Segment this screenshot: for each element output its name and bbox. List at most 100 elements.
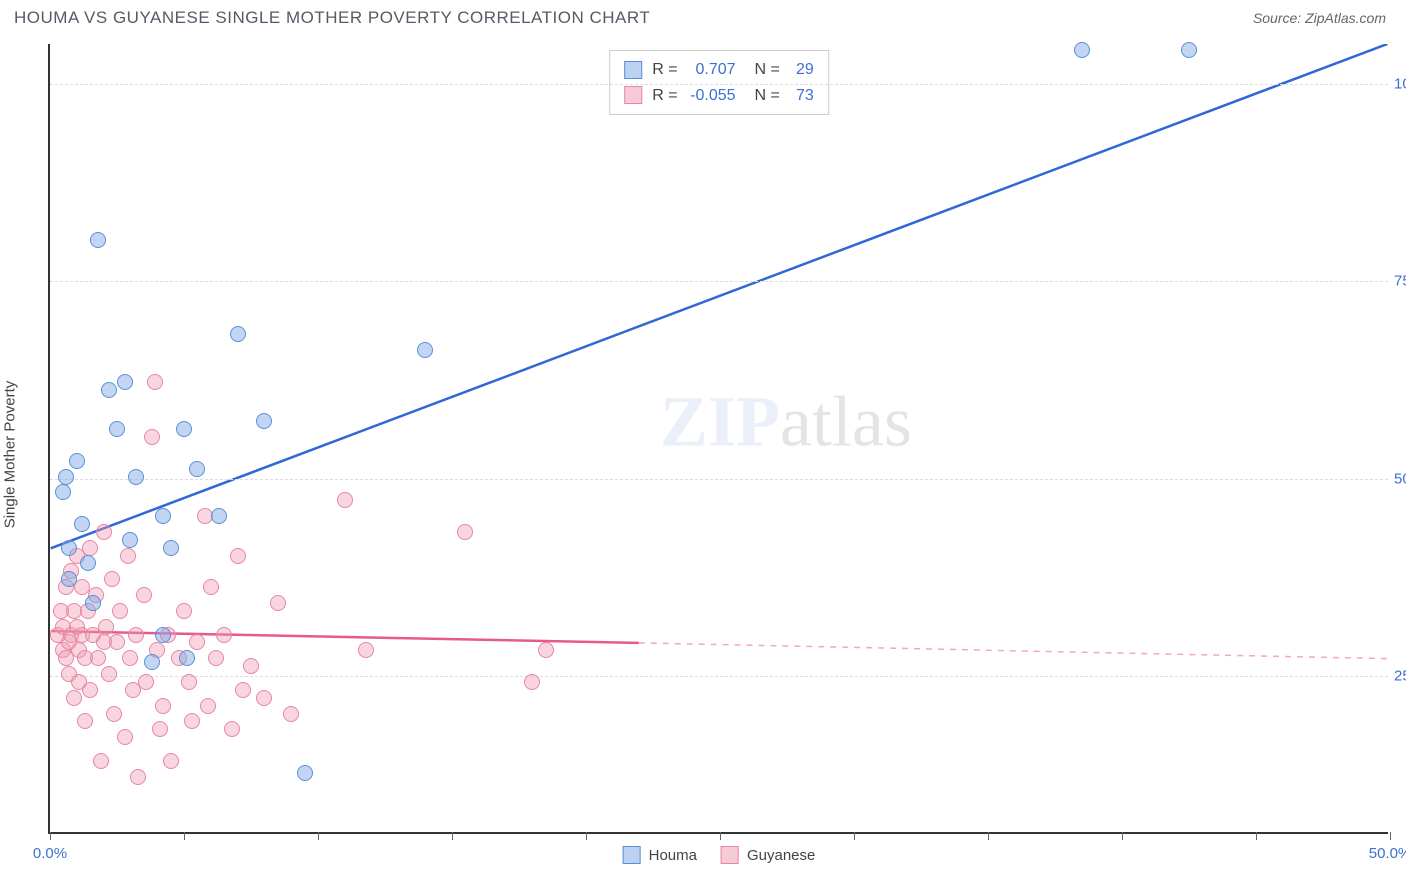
data-point: [128, 469, 144, 485]
ytick-label: 75.0%: [1394, 273, 1406, 290]
data-point: [358, 642, 374, 658]
xtick: [184, 832, 185, 840]
data-point: [117, 374, 133, 390]
data-point: [69, 453, 85, 469]
y-axis-label: Single Mother Poverty: [2, 381, 19, 529]
data-point: [152, 721, 168, 737]
legend-item-guyanese: Guyanese: [721, 846, 815, 864]
data-point: [270, 595, 286, 611]
data-point: [80, 555, 96, 571]
data-point: [256, 413, 272, 429]
xtick: [720, 832, 721, 840]
r-value: -0.055: [684, 83, 736, 109]
r-label: R =: [652, 83, 677, 109]
data-point: [181, 674, 197, 690]
legend-label: Guyanese: [747, 847, 815, 864]
xtick: [854, 832, 855, 840]
data-point: [82, 540, 98, 556]
data-point: [90, 232, 106, 248]
data-point: [96, 524, 112, 540]
n-label: N =: [746, 57, 780, 83]
data-point: [189, 634, 205, 650]
data-point: [98, 619, 114, 635]
xtick-label: 0.0%: [33, 845, 67, 862]
data-point: [85, 595, 101, 611]
data-point: [93, 753, 109, 769]
data-point: [163, 753, 179, 769]
data-point: [74, 516, 90, 532]
data-point: [104, 571, 120, 587]
data-point: [224, 721, 240, 737]
data-point: [524, 674, 540, 690]
xtick: [586, 832, 587, 840]
data-point: [538, 642, 554, 658]
data-point: [144, 429, 160, 445]
xtick: [50, 832, 51, 840]
data-point: [230, 326, 246, 342]
data-point: [417, 342, 433, 358]
series-legend: Houma Guyanese: [623, 846, 816, 864]
data-point: [130, 769, 146, 785]
data-point: [200, 698, 216, 714]
data-point: [112, 603, 128, 619]
data-point: [176, 421, 192, 437]
gridline: [50, 479, 1388, 480]
gridline: [50, 281, 1388, 282]
data-point: [203, 579, 219, 595]
data-point: [176, 603, 192, 619]
data-point: [101, 666, 117, 682]
data-point: [120, 548, 136, 564]
swatch-icon: [623, 846, 641, 864]
data-point: [82, 682, 98, 698]
legend-label: Houma: [649, 847, 697, 864]
data-point: [122, 650, 138, 666]
chart-title: HOUMA VS GUYANESE SINGLE MOTHER POVERTY …: [14, 8, 650, 28]
legend-row-houma: R = 0.707 N = 29: [624, 57, 814, 83]
data-point: [77, 713, 93, 729]
data-point: [179, 650, 195, 666]
xtick: [318, 832, 319, 840]
data-point: [243, 658, 259, 674]
data-point: [235, 682, 251, 698]
xtick: [1390, 832, 1391, 840]
gridline: [50, 84, 1388, 85]
watermark: ZIPatlas: [660, 381, 912, 464]
data-point: [109, 421, 125, 437]
source-label: Source: ZipAtlas.com: [1253, 10, 1386, 26]
legend-item-houma: Houma: [623, 846, 697, 864]
data-point: [55, 484, 71, 500]
xtick: [1256, 832, 1257, 840]
data-point: [184, 713, 200, 729]
data-point: [155, 627, 171, 643]
data-point: [1074, 42, 1090, 58]
data-point: [208, 650, 224, 666]
data-point: [230, 548, 246, 564]
ytick-label: 50.0%: [1394, 470, 1406, 487]
data-point: [144, 654, 160, 670]
scatter-chart: ZIPatlas R = 0.707 N = 29 R = -0.055 N =…: [48, 44, 1388, 834]
data-point: [297, 765, 313, 781]
data-point: [163, 540, 179, 556]
swatch-icon: [624, 61, 642, 79]
data-point: [189, 461, 205, 477]
data-point: [337, 492, 353, 508]
data-point: [216, 627, 232, 643]
xtick: [1122, 832, 1123, 840]
data-point: [283, 706, 299, 722]
data-point: [122, 532, 138, 548]
legend-row-guyanese: R = -0.055 N = 73: [624, 83, 814, 109]
data-point: [138, 674, 154, 690]
data-point: [90, 650, 106, 666]
data-point: [58, 469, 74, 485]
data-point: [136, 587, 152, 603]
data-point: [61, 540, 77, 556]
gridline: [50, 676, 1388, 677]
data-point: [1181, 42, 1197, 58]
data-point: [147, 374, 163, 390]
data-point: [457, 524, 473, 540]
data-point: [101, 382, 117, 398]
swatch-icon: [721, 846, 739, 864]
data-point: [211, 508, 227, 524]
n-value: 73: [786, 83, 814, 109]
data-point: [117, 729, 133, 745]
